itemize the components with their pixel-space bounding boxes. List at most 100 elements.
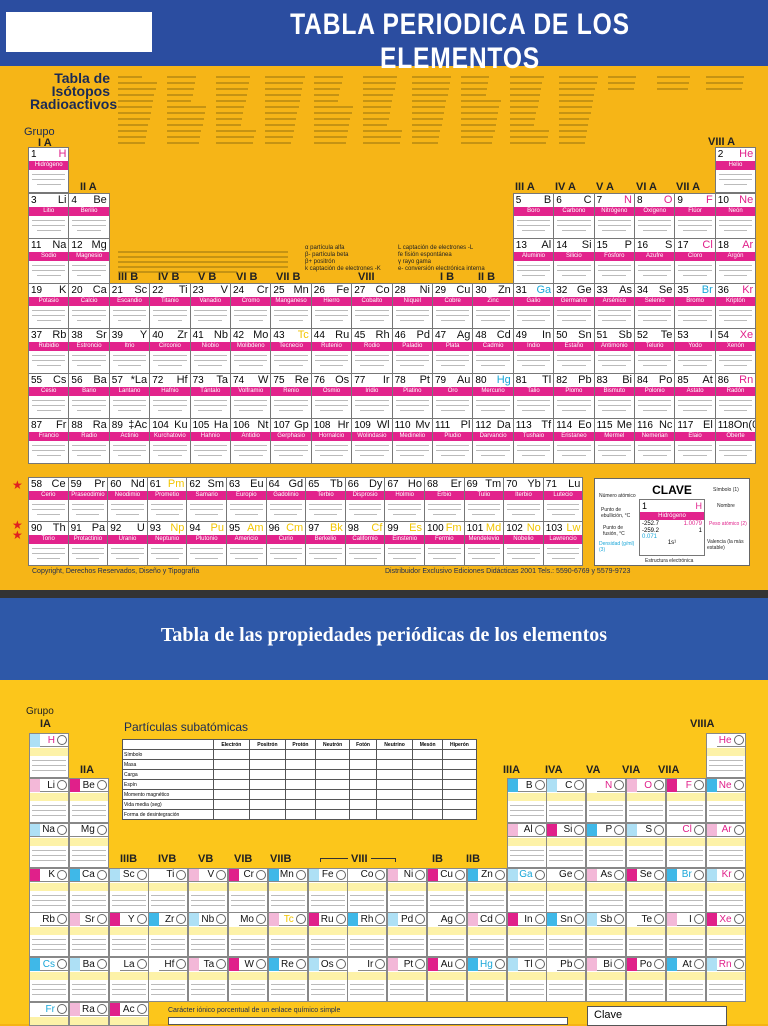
property-cell[interactable]: Ac: [108, 1002, 149, 1026]
property-cell[interactable]: Re: [267, 957, 308, 1003]
property-cell[interactable]: In: [506, 912, 547, 958]
property-cell[interactable]: Fr: [29, 1002, 69, 1026]
property-cell[interactable]: Sr: [68, 912, 109, 958]
element-cell[interactable]: 110 Mv Medinelio: [391, 418, 433, 464]
property-cell[interactable]: Al: [506, 822, 547, 868]
element-cell[interactable]: 29 Cu Cobre: [432, 283, 474, 329]
property-cell[interactable]: Na: [29, 822, 69, 868]
element-cell[interactable]: 63 Eu Europio: [226, 477, 267, 522]
element-cell[interactable]: 15 P Fósforo: [593, 238, 635, 284]
element-cell[interactable]: 64 Gd Gadolinio: [265, 477, 307, 522]
property-cell[interactable]: Mo: [228, 912, 268, 958]
element-cell[interactable]: 105 Ha Hahnio: [189, 418, 231, 464]
element-cell[interactable]: 88 Ra Radio: [68, 418, 110, 464]
element-cell[interactable]: 111 Pl Pludio: [432, 418, 474, 464]
element-cell[interactable]: 100 Fm Fermio: [424, 521, 465, 566]
property-cell[interactable]: S: [626, 822, 666, 868]
property-cell[interactable]: Nb: [188, 912, 229, 958]
element-cell[interactable]: 5 B Boro: [512, 193, 555, 239]
property-cell[interactable]: Sc: [108, 867, 149, 913]
element-cell[interactable]: 23 V Vanadio: [189, 283, 231, 329]
element-cell[interactable]: 33 As Arsénico: [593, 283, 635, 329]
property-cell[interactable]: Cu: [427, 867, 467, 913]
element-cell[interactable]: 51 Sb Antimonio: [593, 328, 635, 374]
element-cell[interactable]: 101 Md Mendelevio: [463, 521, 505, 566]
element-cell[interactable]: 32 Ge Germanio: [553, 283, 595, 329]
element-cell[interactable]: 41 Nb Niobio: [189, 328, 231, 374]
element-cell[interactable]: 46 Pd Paladio: [391, 328, 433, 374]
element-cell[interactable]: 84 Po Polonio: [634, 373, 676, 419]
element-cell[interactable]: 69 Tm Tulio: [463, 477, 505, 522]
property-cell[interactable]: Tc: [267, 912, 308, 958]
element-cell[interactable]: 76 Os Osmio: [310, 373, 353, 419]
element-cell[interactable]: 81 Tl Talio: [512, 373, 555, 419]
element-cell[interactable]: 35 Br Bromo: [674, 283, 716, 329]
property-cell[interactable]: Fe: [307, 867, 348, 913]
property-cell[interactable]: Ga: [506, 867, 547, 913]
property-cell[interactable]: Ta: [188, 957, 229, 1003]
element-cell[interactable]: 25 Mn Manganeso: [270, 283, 312, 329]
property-cell[interactable]: Ag: [427, 912, 467, 958]
property-cell[interactable]: Rn: [705, 957, 746, 1003]
element-cell[interactable]: 44 Ru Rutenio: [310, 328, 353, 374]
element-cell[interactable]: 28 Ni Níquel: [391, 283, 433, 329]
property-cell[interactable]: Sn: [546, 912, 587, 958]
element-cell[interactable]: 19 K Potasio: [28, 283, 70, 329]
property-cell[interactable]: Rh: [347, 912, 388, 958]
element-cell[interactable]: 97 Bk Berkelio: [305, 521, 346, 566]
element-cell[interactable]: 62 Sm Samario: [186, 477, 227, 522]
element-cell[interactable]: 59 Pr Praseodimio: [67, 477, 109, 522]
property-cell[interactable]: B: [506, 778, 547, 823]
property-cell[interactable]: Si: [546, 822, 587, 868]
property-cell[interactable]: Xe: [705, 912, 746, 958]
element-cell[interactable]: 30 Zn Zinc: [472, 283, 514, 329]
property-cell[interactable]: Cd: [466, 912, 507, 958]
element-cell[interactable]: 82 Pb Plomo: [553, 373, 595, 419]
element-cell[interactable]: 57 *La Lantano: [108, 373, 151, 419]
property-cell[interactable]: Mn: [267, 867, 308, 913]
element-cell[interactable]: 74 W Volframio: [230, 373, 272, 419]
element-cell[interactable]: 112 Da Darvancio: [472, 418, 514, 464]
element-cell[interactable]: 79 Au Oro: [432, 373, 474, 419]
property-cell[interactable]: F: [665, 778, 706, 823]
element-cell[interactable]: 87 Fr Francio: [28, 418, 70, 464]
element-cell[interactable]: 54 Xe Xenón: [714, 328, 757, 374]
element-cell[interactable]: 3 Li Litio: [28, 193, 70, 239]
property-cell[interactable]: P: [586, 822, 627, 868]
property-cell[interactable]: Au: [427, 957, 467, 1003]
element-cell[interactable]: 40 Zr Circonio: [149, 328, 191, 374]
element-cell[interactable]: 103 Lw Lawrencio: [542, 521, 584, 566]
element-cell[interactable]: 55 Cs Cesio: [28, 373, 70, 419]
property-cell[interactable]: Co: [347, 867, 388, 913]
property-cell[interactable]: Y: [108, 912, 149, 958]
element-cell[interactable]: 38 Sr Estroncio: [68, 328, 110, 374]
property-cell[interactable]: H: [29, 733, 69, 778]
element-cell[interactable]: 98 Cf Californio: [344, 521, 386, 566]
element-cell[interactable]: 16 S Azufre: [634, 238, 676, 284]
element-cell[interactable]: 117 El Elaio: [674, 418, 716, 464]
element-cell[interactable]: 80 Hg Mercurio: [472, 373, 514, 419]
element-cell[interactable]: 72 Hf Hafnio: [149, 373, 191, 419]
element-cell[interactable]: 65 Tb Terbio: [305, 477, 346, 522]
element-cell[interactable]: 9 F Flúor: [674, 193, 716, 239]
element-cell[interactable]: 90 Th Torio: [28, 521, 69, 566]
property-cell[interactable]: Cl: [665, 822, 706, 868]
property-cell[interactable]: Pt: [387, 957, 428, 1003]
element-cell[interactable]: 71 Lu Lutecio: [542, 477, 584, 522]
element-cell[interactable]: 8 O Oxígeno: [634, 193, 676, 239]
property-cell[interactable]: Br: [665, 867, 706, 913]
property-cell[interactable]: Ca: [68, 867, 109, 913]
property-cell[interactable]: Sb: [586, 912, 627, 958]
element-cell[interactable]: 89 ‡Ac Actinio: [108, 418, 151, 464]
element-cell[interactable]: 93 Np Neptunio: [146, 521, 188, 566]
property-cell[interactable]: Po: [626, 957, 666, 1003]
element-cell[interactable]: 75 Re Renio: [270, 373, 312, 419]
element-cell[interactable]: 95 Am Americio: [226, 521, 267, 566]
element-cell[interactable]: 48 Cd Cadmio: [472, 328, 514, 374]
property-cell[interactable]: I: [665, 912, 706, 958]
element-cell[interactable]: 49 In Indio: [512, 328, 555, 374]
property-cell[interactable]: Ir: [347, 957, 388, 1003]
property-cell[interactable]: K: [29, 867, 69, 913]
element-cell[interactable]: 115 Me Mermel: [593, 418, 635, 464]
property-cell[interactable]: Zn: [466, 867, 507, 913]
